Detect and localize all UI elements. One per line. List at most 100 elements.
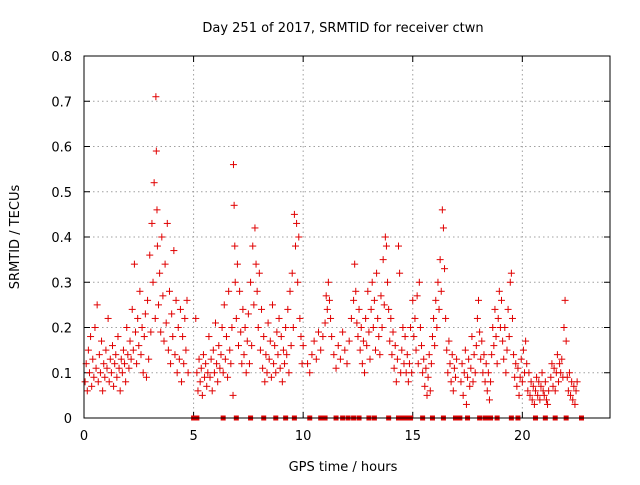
data-point [389,328,397,336]
data-point [204,369,212,377]
data-point [275,314,283,322]
data-point [501,324,509,331]
data-point [243,337,251,345]
data-point [213,360,221,368]
data-point [220,301,228,309]
data-point [294,278,302,286]
data-point [368,278,376,286]
data-point [282,324,290,331]
data-point [357,324,365,331]
data-point [564,387,572,395]
data-point [435,305,443,313]
y-tick-label: 0.2 [51,322,72,337]
data-point [135,342,143,350]
data-point [267,373,275,381]
data-point [174,324,182,331]
data-point [446,360,454,368]
data-point [560,324,568,331]
data-point [523,360,531,368]
data-point [490,342,498,350]
data-point [448,351,456,359]
data-point [136,287,144,295]
data-point [207,355,215,363]
data-point [513,382,521,390]
data-point [381,233,389,241]
data-point [260,333,268,341]
data-point [142,373,150,381]
data-point [405,360,413,368]
x-tick-label: 15 [404,429,421,444]
data-point [240,351,248,359]
data-point [458,360,466,368]
data-point [352,287,360,295]
data-point [321,319,329,327]
data-point [395,242,403,250]
data-point [93,301,101,309]
data-point [488,351,496,359]
data-point [498,296,506,304]
data-point [444,369,452,377]
data-point [118,369,126,377]
data-point [162,319,170,327]
data-point [494,314,502,322]
data-point [308,351,316,359]
data-point [506,278,514,286]
data-point [237,328,245,336]
data-point [442,314,450,322]
data-point [273,328,281,336]
data-point [149,278,157,286]
data-point [180,360,188,368]
data-point [127,355,135,363]
data-point [487,378,495,386]
data-point [390,364,398,372]
data-point [524,387,532,395]
data-point [250,301,258,309]
data-point [510,351,518,359]
y-tick-label: 0 [64,412,72,427]
data-point [92,364,100,372]
data-point [151,314,159,322]
data-point [401,333,409,341]
data-point [129,346,137,354]
data-point [412,346,420,354]
data-point [518,378,526,386]
data-point [325,296,333,304]
data-point [258,305,266,313]
data-point [547,373,555,381]
data-point [208,387,216,395]
data-point [475,296,482,304]
data-point [572,387,580,395]
data-point [384,278,392,286]
data-point [124,351,132,359]
data-point [500,355,508,363]
data-point [248,342,256,350]
data-point [462,400,470,408]
data-point [563,373,571,381]
data-point [476,328,484,336]
data-point [262,351,270,359]
data-point [114,333,122,341]
data-point [144,296,152,304]
data-point [229,391,237,399]
data-point [95,351,103,359]
data-point [90,373,98,381]
data-point [433,324,441,331]
data-point [437,287,445,295]
data-point [561,296,569,304]
data-point [102,346,110,354]
data-point [537,382,545,390]
data-point [424,373,432,381]
data-point [128,305,136,313]
data-point [104,314,112,322]
data-point [283,351,291,359]
x-tick-label: 0 [80,429,88,444]
data-point [182,346,190,354]
data-point [515,391,523,399]
data-point [247,278,255,286]
data-point [236,287,244,295]
data-point [519,346,527,354]
data-point [210,369,218,377]
data-point [285,369,293,377]
data-point [229,161,237,169]
data-point [365,328,373,336]
